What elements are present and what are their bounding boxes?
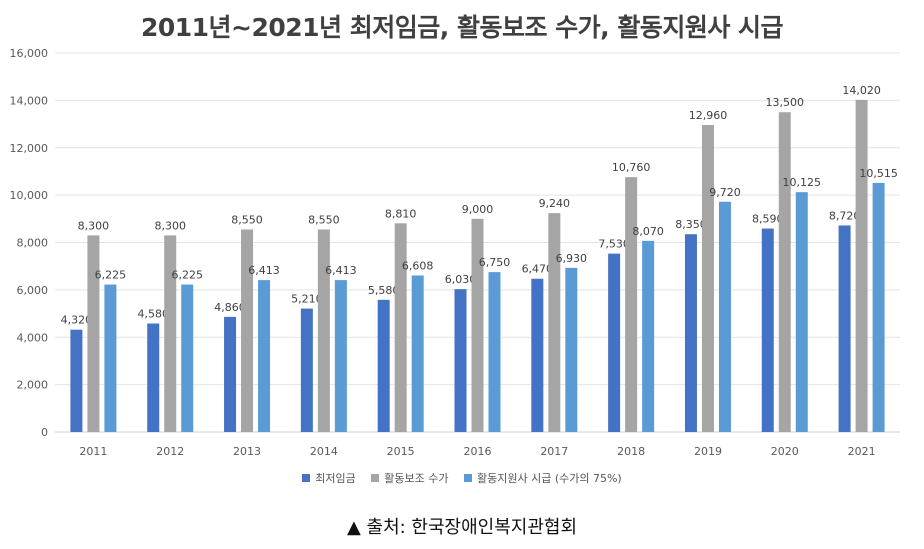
legend-label-service-fee: 활동보조 수가 (384, 472, 449, 485)
data-label: 10,515 (859, 167, 898, 180)
chart-title: 2011년~2021년 최저임금, 활동보조 수가, 활동지원사 시급 (140, 13, 784, 42)
x-tick-label: 2021 (848, 445, 876, 458)
bar (334, 280, 347, 432)
y-tick-label: 0 (41, 426, 48, 439)
bar (488, 272, 501, 432)
bar (394, 223, 407, 432)
data-label: 8,070 (632, 225, 664, 238)
bar (454, 289, 467, 432)
bar (471, 218, 484, 432)
data-label: 5,210 (291, 293, 323, 306)
data-label: 8,550 (231, 213, 263, 226)
legend-label-hourly-wage: 활동지원사 시급 (수가의 75%) (476, 472, 622, 485)
x-tick-label: 2016 (464, 445, 492, 458)
data-label: 6,030 (445, 273, 477, 286)
data-label: 9,720 (709, 186, 741, 199)
chart-legend: 최저임금 활동보조 수가 활동지원사 시급 (수가의 75%) (0, 470, 924, 486)
bar (795, 192, 808, 432)
bar (147, 323, 160, 432)
data-label: 8,350 (675, 218, 707, 231)
legend-label-minimum-wage: 최저임금 (315, 472, 356, 485)
bar (761, 228, 774, 432)
y-tick-label: 2,000 (17, 379, 49, 392)
data-label: 4,580 (137, 308, 169, 321)
bar (224, 316, 237, 432)
bar (317, 229, 330, 432)
legend-swatch-hourly-wage (463, 474, 472, 482)
bar (778, 112, 791, 432)
data-label: 8,720 (829, 209, 861, 222)
bar (181, 284, 194, 432)
bar (608, 253, 621, 432)
y-tick-label: 4,000 (17, 331, 49, 344)
bar (642, 240, 655, 432)
x-tick-label: 2013 (233, 445, 261, 458)
x-tick-label: 2011 (79, 445, 107, 458)
data-label: 8,590 (752, 213, 784, 226)
data-label: 12,960 (689, 109, 728, 122)
x-tick-label: 2018 (617, 445, 645, 458)
bar (548, 213, 561, 432)
x-tick-label: 2014 (310, 445, 338, 458)
x-tick-label: 2012 (156, 445, 184, 458)
legend-swatch-service-fee (371, 474, 380, 482)
data-label: 8,300 (78, 219, 110, 232)
data-label: 6,413 (325, 264, 357, 277)
data-label: 9,000 (462, 203, 494, 216)
source-caption: ▲ 출처: 한국장애인복지관협회 (346, 517, 578, 538)
bar (701, 125, 714, 432)
bar (87, 235, 100, 432)
x-tick-label: 2020 (771, 445, 799, 458)
data-label: 13,500 (766, 96, 805, 109)
y-tick-label: 16,000 (10, 47, 49, 60)
legend-item-hourly-wage: 활동지원사 시급 (수가의 75%) (463, 470, 622, 486)
data-label: 8,550 (308, 213, 340, 226)
legend-swatch-minimum-wage (302, 474, 311, 482)
data-label: 7,530 (598, 238, 630, 251)
y-tick-label: 8,000 (17, 237, 49, 250)
y-tick-label: 14,000 (10, 94, 49, 107)
data-label: 10,125 (783, 176, 822, 189)
y-tick-label: 12,000 (10, 142, 49, 155)
data-label: 4,860 (214, 301, 246, 314)
data-label: 14,020 (842, 84, 881, 97)
bar (411, 275, 424, 432)
data-label: 8,300 (154, 219, 186, 232)
data-label: 6,225 (95, 269, 127, 282)
data-label: 6,225 (171, 269, 203, 282)
data-label: 6,413 (248, 264, 280, 277)
data-label: 5,580 (368, 284, 400, 297)
bar (872, 182, 885, 432)
data-label: 6,930 (556, 252, 588, 265)
bar (838, 225, 851, 432)
y-tick-label: 6,000 (17, 284, 49, 297)
data-label: 10,760 (612, 161, 651, 174)
bar (718, 201, 731, 432)
bar (684, 234, 697, 432)
x-tick-label: 2019 (694, 445, 722, 458)
bar (104, 284, 117, 432)
bar (531, 278, 544, 432)
legend-item-minimum-wage: 최저임금 (302, 470, 356, 486)
y-tick-label: 10,000 (10, 189, 49, 202)
data-label: 4,320 (61, 314, 93, 327)
bar (300, 308, 313, 432)
bar (241, 229, 254, 432)
bar (70, 329, 83, 432)
bar (377, 299, 390, 432)
x-tick-label: 2017 (540, 445, 568, 458)
data-label: 6,750 (479, 256, 511, 269)
bar (625, 177, 638, 432)
bar (565, 267, 578, 432)
data-label: 8,810 (385, 207, 417, 220)
x-tick-label: 2015 (387, 445, 415, 458)
data-label: 9,240 (539, 197, 571, 210)
bar (855, 99, 868, 433)
bar (164, 235, 177, 432)
bar (258, 280, 271, 432)
data-label: 6,470 (522, 263, 554, 276)
bar-chart: 0 2,000 4,000 6,000 8,000 10,000 12,000 14,000 1… (10, 47, 900, 458)
legend-item-service-fee: 활동보조 수가 (371, 470, 448, 486)
data-label: 6,608 (402, 259, 434, 272)
